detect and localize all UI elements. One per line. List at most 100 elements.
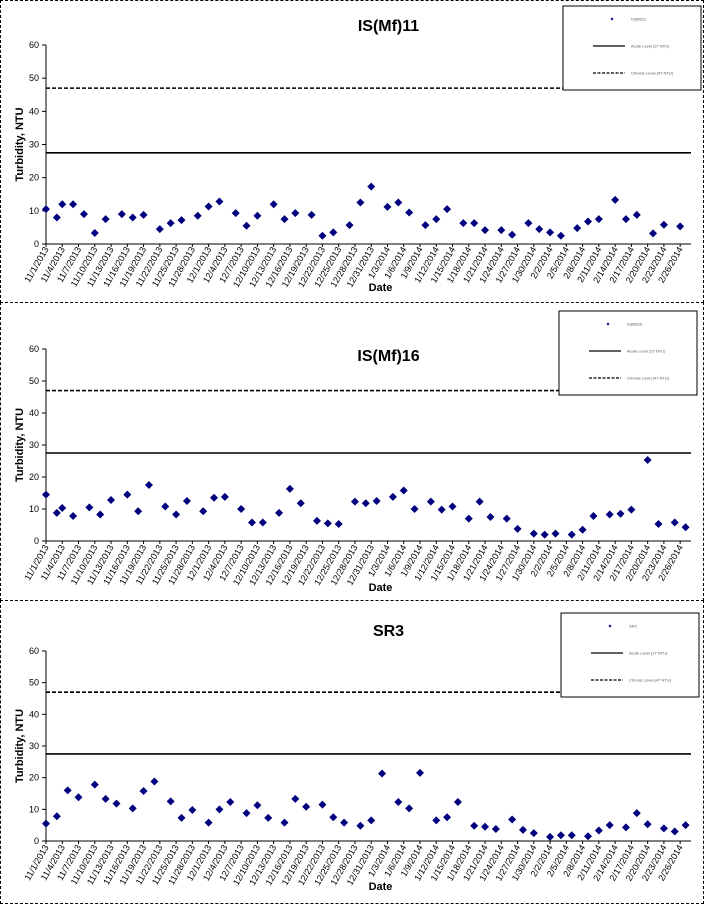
data-point <box>470 219 479 228</box>
data-point <box>144 481 153 489</box>
data-point <box>329 228 338 237</box>
y-tick-label: 20 <box>29 173 39 183</box>
data-point <box>237 505 246 513</box>
chart-panel-3: SR3 0 10 20 30 40 50 60 11/1/2013 11/4/2013 11/7/2… <box>0 600 704 904</box>
y-tick-label: 20 <box>29 773 39 783</box>
data-point <box>79 210 88 219</box>
data-point <box>584 217 593 226</box>
data-point <box>172 510 181 519</box>
data-point <box>378 769 387 778</box>
data-point <box>632 210 641 219</box>
data-point <box>356 198 365 207</box>
data-point <box>670 518 679 527</box>
data-point <box>247 518 256 527</box>
data-point <box>605 821 614 830</box>
legend-label: IS(Mf)11 <box>631 17 647 22</box>
data-point <box>96 510 105 519</box>
data-point <box>584 832 593 841</box>
data-point <box>481 226 490 235</box>
legend-marker <box>606 322 610 326</box>
data-point <box>486 513 495 521</box>
data-point <box>226 798 235 807</box>
data-point <box>611 195 620 204</box>
data-point <box>546 832 555 841</box>
data-point <box>210 493 219 502</box>
data-point <box>556 231 565 240</box>
data-point <box>573 224 582 233</box>
data-point <box>345 221 354 230</box>
data-point <box>681 523 690 532</box>
data-point <box>117 210 126 219</box>
data-point <box>643 456 652 465</box>
data-point <box>481 822 490 831</box>
data-point <box>410 505 419 513</box>
y-axis-label: Turbidity, NTU <box>14 107 26 181</box>
data-point <box>253 211 262 220</box>
data-point <box>307 210 316 219</box>
data-point <box>459 219 468 228</box>
data-point <box>329 813 338 822</box>
data-point <box>621 823 630 832</box>
data-point <box>112 799 121 808</box>
data-point <box>58 504 67 513</box>
data-point <box>313 516 322 525</box>
y-tick-label: 60 <box>29 646 39 656</box>
data-point <box>231 209 240 218</box>
y-tick-label: 30 <box>29 140 39 150</box>
legend-marker <box>610 17 614 21</box>
data-point <box>90 780 99 789</box>
y-tick-label: 50 <box>29 678 39 688</box>
y-tick-label: 40 <box>29 106 39 116</box>
data-point <box>199 507 208 516</box>
data-point <box>253 801 262 810</box>
data-point <box>621 215 630 224</box>
data-point <box>350 497 359 506</box>
data-point <box>659 824 668 833</box>
data-point <box>215 197 224 206</box>
data-point <box>177 216 186 225</box>
data-point <box>166 219 175 228</box>
data-point <box>150 777 159 786</box>
data-point <box>58 200 67 209</box>
data-point <box>464 514 473 523</box>
data-point <box>90 229 99 238</box>
data-point <box>388 492 397 501</box>
y-tick-label: 0 <box>34 239 39 249</box>
data-point <box>448 502 457 511</box>
data-point <box>123 490 132 499</box>
data-point <box>177 813 186 822</box>
data-point <box>394 198 403 207</box>
data-point <box>497 226 506 235</box>
data-point <box>502 514 511 523</box>
legend-label: Chronic Level (47 NTU) <box>631 71 674 76</box>
data-point <box>128 804 137 813</box>
legend-label: Chronic Level (47 NTU) <box>627 376 670 381</box>
data-point <box>264 813 273 822</box>
chart-2: IS(Mf)16010203040506011/1/201311/4/20131… <box>14 310 698 594</box>
data-point <box>475 497 484 506</box>
y-tick-label: 0 <box>34 836 39 846</box>
data-point <box>356 821 365 830</box>
data-point <box>394 798 403 807</box>
data-point <box>334 520 343 529</box>
legend-label: Acute Level (27 NTU) <box>629 651 668 656</box>
data-point <box>280 818 289 827</box>
legend: SR3 Acute Level (27 NTU) Chronic Level (47… <box>560 612 700 698</box>
data-point <box>551 529 560 538</box>
legend: IS(Mf)16 Acute Level (27 NTU) Chronic Leve… <box>558 310 698 396</box>
data-point <box>280 215 289 224</box>
data-point <box>556 831 565 840</box>
data-point <box>518 825 527 834</box>
y-tick-label: 30 <box>29 440 39 450</box>
data-point <box>52 508 61 517</box>
data-point <box>405 804 414 813</box>
data-point <box>546 228 555 237</box>
data-point <box>491 824 500 833</box>
data-point <box>529 829 538 838</box>
data-point <box>63 786 72 795</box>
chart-panel-2: IS(Mf)16 0 10 20 30 40 50 60 11/1/2013 11/4/2013 1… <box>0 302 704 601</box>
y-tick-label: 10 <box>29 804 39 814</box>
data-point <box>188 805 197 814</box>
data-point <box>627 505 636 514</box>
data-point <box>42 490 50 499</box>
